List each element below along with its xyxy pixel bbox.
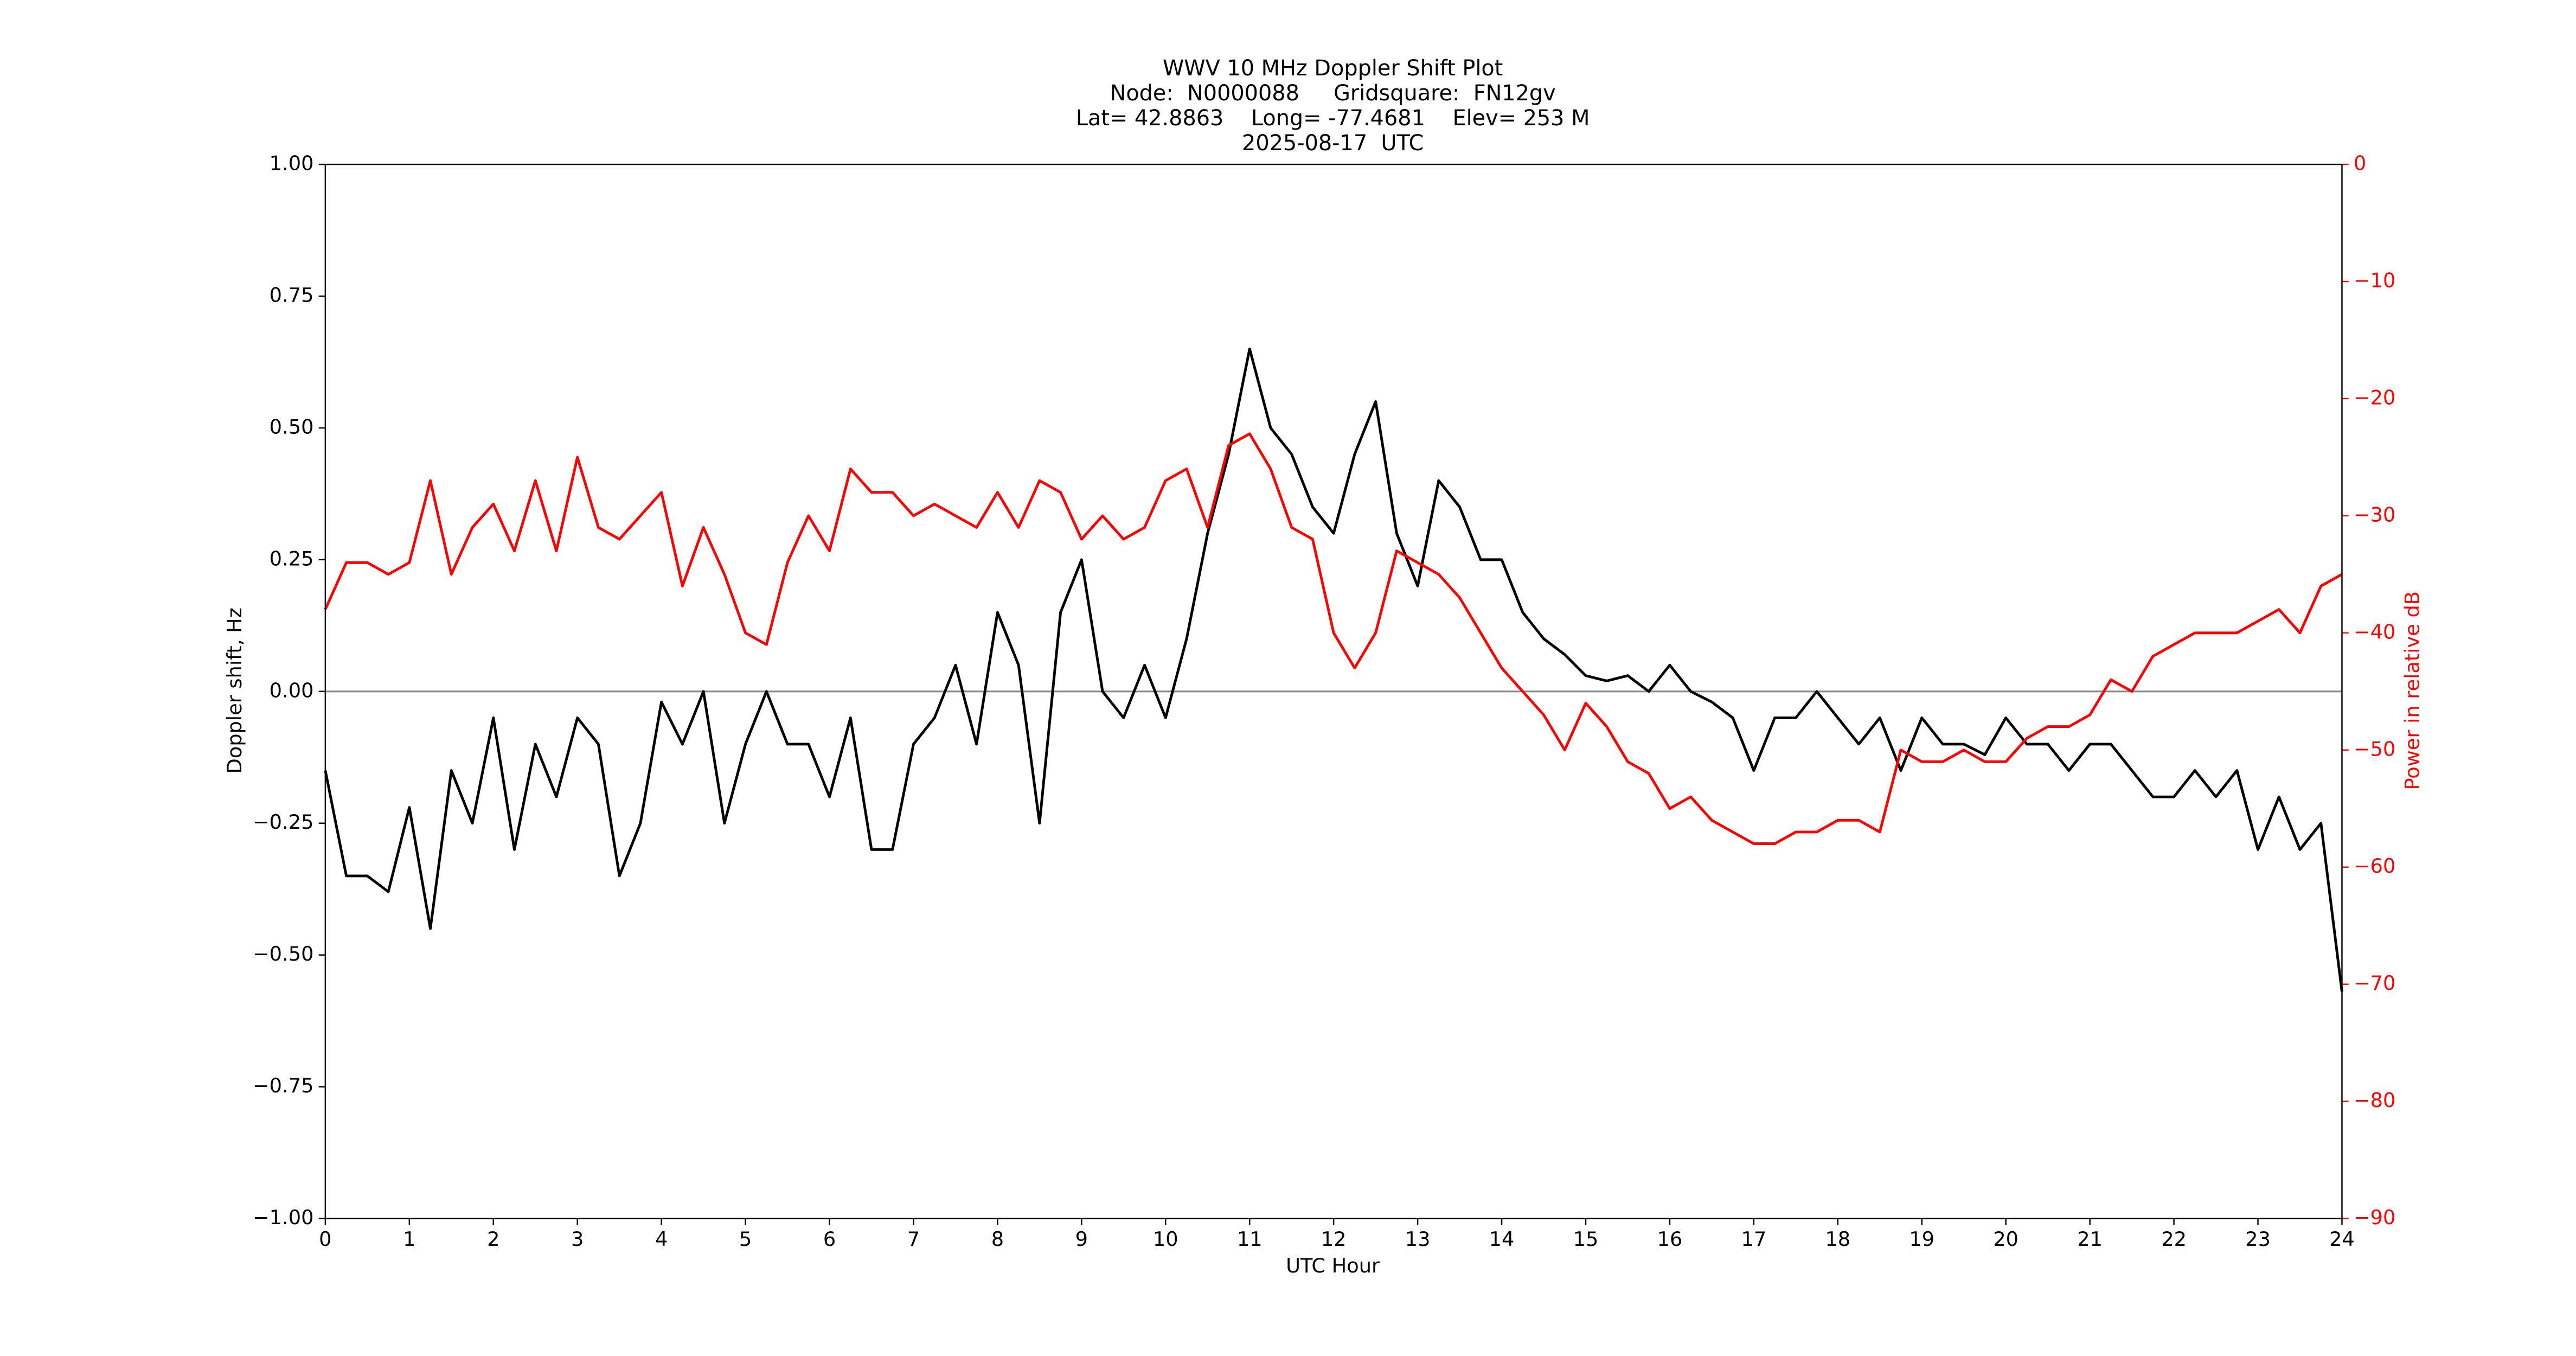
x-tick-label: 0 [319, 1227, 331, 1251]
x-tick-label: 4 [655, 1227, 668, 1251]
y2-tick-label: −90 [2354, 1206, 2396, 1229]
x-tick-label: 19 [1909, 1227, 1934, 1251]
chart-subtitle: Node: N0000088 Gridsquare: FN12gv [1110, 81, 1556, 106]
x-tick-label: 2 [487, 1227, 499, 1251]
y-tick-label: −0.75 [253, 1074, 314, 1097]
plot-frame [324, 163, 2343, 1219]
x-axis-label: UTC Hour [1286, 1254, 1380, 1277]
y2-tick-label: −60 [2354, 854, 2396, 878]
x-tick-label: 22 [2161, 1227, 2187, 1251]
chart-title: WWV 10 MHz Doppler Shift Plot [1163, 56, 1503, 81]
x-tick-label: 11 [1237, 1227, 1263, 1251]
x-tick-label: 8 [991, 1227, 1004, 1251]
x-tick-label: 21 [2077, 1227, 2103, 1251]
y2-tick-label: −80 [2354, 1089, 2396, 1112]
x-tick-label: 23 [2245, 1227, 2271, 1251]
x-tick-label: 9 [1075, 1227, 1088, 1251]
y2-axis-label: Power in relative dB [2401, 591, 2424, 790]
x-tick-label: 20 [1993, 1227, 2018, 1251]
y2-tick-label: −50 [2354, 737, 2396, 760]
y-tick-label: 0.50 [270, 415, 314, 438]
x-tick-label: 15 [1573, 1227, 1599, 1251]
x-tick-label: 14 [1489, 1227, 1515, 1251]
x-tick-label: 10 [1153, 1227, 1178, 1251]
chart-subtitle: 2025-08-17 UTC [1242, 131, 1424, 156]
x-tick-label: 3 [571, 1227, 584, 1251]
x-tick-label: 6 [823, 1227, 836, 1251]
y-tick-label: 0.25 [270, 547, 314, 570]
y2-tick-label: −20 [2354, 386, 2396, 409]
y-tick-label: −0.50 [253, 942, 314, 965]
x-tick-label: 1 [403, 1227, 415, 1251]
x-tick-label: 5 [739, 1227, 752, 1251]
y-axis-label: Doppler shift, Hz [223, 607, 246, 773]
y2-tick-label: 0 [2354, 152, 2366, 175]
x-tick-label: 12 [1321, 1227, 1347, 1251]
x-tick-label: 7 [907, 1227, 920, 1251]
y2-tick-label: −30 [2354, 503, 2396, 526]
x-tick-label: 16 [1657, 1227, 1683, 1251]
data-line [324, 432, 2343, 845]
x-tick-label: 13 [1405, 1227, 1431, 1251]
y-tick-label: −0.25 [253, 810, 314, 834]
chart-subtitle: Lat= 42.8863 Long= -77.4681 Elev= 253 M [1076, 106, 1590, 131]
y-tick-label: 1.00 [270, 152, 314, 175]
y2-tick-label: −70 [2354, 971, 2396, 995]
x-tick-label: 17 [1741, 1227, 1767, 1251]
y2-tick-label: −40 [2354, 620, 2396, 643]
x-tick-label: 18 [1825, 1227, 1850, 1251]
y-tick-label: 0.75 [270, 283, 314, 306]
x-tick-label: 24 [2329, 1227, 2355, 1251]
data-line [324, 347, 2343, 992]
y-tick-label: −1.00 [253, 1206, 314, 1229]
y2-tick-label: −10 [2354, 269, 2396, 292]
y-tick-label: 0.00 [270, 679, 314, 702]
